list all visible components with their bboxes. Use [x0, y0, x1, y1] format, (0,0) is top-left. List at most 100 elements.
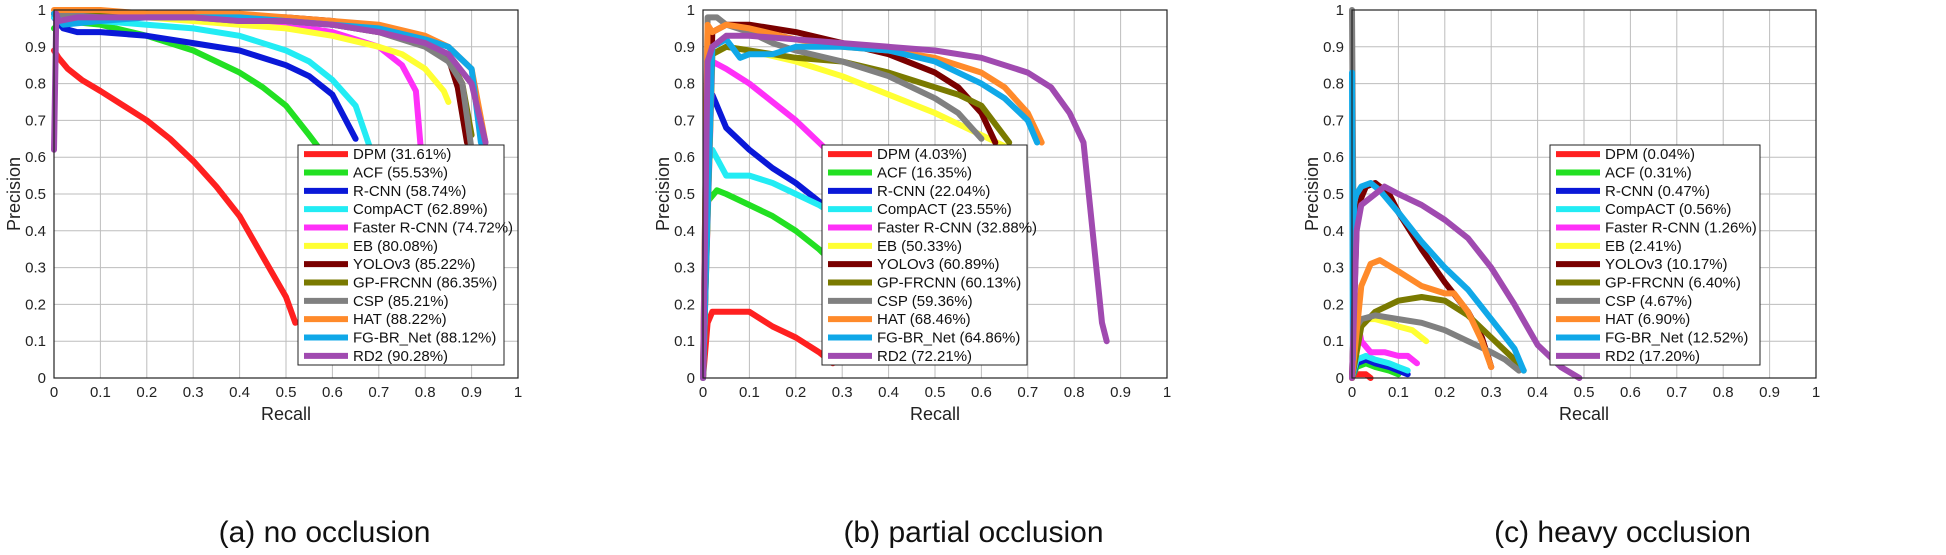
y-tick-label: 0.6: [25, 149, 46, 166]
legend-entry-label: ACF (16.35%): [877, 165, 972, 182]
x-tick-label: 0.2: [785, 384, 806, 401]
y-tick-label: 0.9: [25, 39, 46, 56]
series-line-r-cnn: [51, 14, 359, 142]
y-tick-label: 0.2: [25, 296, 46, 313]
legend-entry-label: R-CNN (22.04%): [877, 183, 990, 200]
legend-entry-label: DPM (31.61%): [353, 146, 451, 163]
legend-entry-label: ACF (0.31%): [1605, 165, 1692, 182]
y-tick-label: 0.7: [1323, 112, 1344, 129]
y-tick-label: 0.2: [674, 296, 695, 313]
legend-entry-label: EB (80.08%): [353, 238, 438, 255]
x-tick-label: 0.5: [1574, 384, 1595, 401]
panel-heavy-occlusion: 0 0.1 0.2 0.3 0.4 0.5 0.6 0.7 0.8 0.9 1 0 0.1 0.2 0.3 0…: [1298, 0, 1946, 555]
axes-frame: [1351, 9, 1817, 379]
legend-entry-label: RD2 (90.28%): [353, 348, 448, 365]
y-tick-label: 0.2: [1323, 296, 1344, 313]
x-tick-label: 0.7: [1666, 384, 1687, 401]
y-tick-label: 0: [38, 370, 46, 387]
series-line-dpm: [700, 308, 836, 381]
x-tick-label: 0.5: [925, 384, 946, 401]
x-tick-label: 0.2: [1434, 384, 1455, 401]
x-tick-label: 0.9: [1759, 384, 1780, 401]
x-axis-label: Recall: [261, 404, 311, 424]
y-tick-label: 0.8: [1323, 76, 1344, 93]
legend: DPM (4.03%) ACF (16.35%)R-CNN (22.04%)Com…: [821, 144, 1037, 366]
x-tick-label: 0: [1348, 384, 1356, 401]
y-axis-label: Precision: [4, 157, 24, 231]
legend-entry-label: CSP (59.36%): [877, 293, 973, 310]
legend-entry-label: HAT (88.22%): [353, 311, 447, 328]
legend-entry-label: CompACT (62.89%): [353, 201, 488, 218]
legend-entry-label: CompACT (0.56%): [1605, 201, 1731, 218]
y-tick-label: 0.4: [25, 223, 46, 240]
legend-box: [821, 144, 1028, 366]
x-tick-label: 0.8: [1064, 384, 1085, 401]
x-tick-label: 0.8: [1713, 384, 1734, 401]
x-tick-label: 0.2: [136, 384, 157, 401]
y-tick-label: 0.6: [674, 149, 695, 166]
axes-frame: [53, 9, 519, 379]
legend: DPM (31.61%) ACF (55.53%)R-CNN (58.74%)Co…: [297, 144, 513, 366]
axes-frame: [702, 9, 1168, 379]
x-tick-label: 0.5: [276, 384, 297, 401]
legend-entry-label: GP-FRCNN (86.35%): [353, 275, 497, 292]
legend-entry-label: EB (50.33%): [877, 238, 962, 255]
y-tick-label: 0.7: [674, 112, 695, 129]
panel-partial-occlusion: 0 0.1 0.2 0.3 0.4 0.5 0.6 0.7 0.8 0.9 1 0 0.1 0.2 0.3 0…: [649, 0, 1298, 555]
x-tick-label: 0.9: [461, 384, 482, 401]
y-tick-label: 0: [1336, 370, 1344, 387]
legend-entry-label: YOLOv3 (60.89%): [877, 256, 1000, 273]
series-group: [51, 7, 489, 326]
legend-entry-label: CompACT (23.55%): [877, 201, 1012, 218]
y-tick-label: 0.4: [674, 223, 695, 240]
series-line-rd2: [700, 32, 1110, 381]
x-tick-label: 0.7: [368, 384, 389, 401]
legend-entry-label: HAT (68.46%): [877, 311, 971, 328]
legend-entry-label: YOLOv3 (85.22%): [353, 256, 476, 273]
legend-entry-label: FG-BR_Net (12.52%): [1605, 330, 1748, 347]
x-tick-label: 0.4: [1527, 384, 1548, 401]
legend-entry-label: R-CNN (58.74%): [353, 183, 466, 200]
legend-entry-label: FG-BR_Net (88.12%): [353, 330, 496, 347]
x-tick-label: 0.7: [1017, 384, 1038, 401]
x-tick-label: 1: [1163, 384, 1171, 401]
x-tick-label: 0.9: [1110, 384, 1131, 401]
legend-entry-label: CSP (4.67%): [1605, 293, 1692, 310]
legend-entry-label: DPM (4.03%): [877, 146, 967, 163]
y-tick-label: 0.5: [674, 186, 695, 203]
series-line-hat: [1349, 257, 1495, 381]
x-tick-label: 0.6: [1620, 384, 1641, 401]
legend-entry-label: Faster R-CNN (32.88%): [877, 220, 1037, 237]
y-axis-label: Precision: [653, 157, 673, 231]
y-tick-label: 0.3: [674, 260, 695, 277]
y-tick-label: 0.9: [674, 39, 695, 56]
x-tick-label: 0: [50, 384, 58, 401]
legend: DPM (0.04%) ACF (0.31%)R-CNN (0.47%)CompA…: [1549, 144, 1761, 366]
y-tick-label: 0.7: [25, 112, 46, 129]
y-tick-label: 0.1: [1323, 333, 1344, 350]
y-tick-label: 0.1: [25, 333, 46, 350]
series-line-fg-br-net: [1349, 69, 1527, 374]
x-tick-label: 0.4: [229, 384, 250, 401]
x-tick-label: 0.4: [878, 384, 899, 401]
x-tick-label: 0.6: [971, 384, 992, 401]
x-tick-label: 0.3: [832, 384, 853, 401]
y-tick-label: 0.9: [1323, 39, 1344, 56]
x-axis-label: Recall: [910, 404, 960, 424]
y-tick-label: 0.5: [1323, 186, 1344, 203]
caption-no-occlusion: (a) no occlusion: [218, 516, 431, 549]
series-line-csp: [700, 14, 985, 381]
y-tick-label: 0.8: [674, 76, 695, 93]
y-tick-label: 0.1: [674, 333, 695, 350]
y-tick-label: 0: [687, 370, 695, 387]
legend-box: [297, 144, 505, 366]
legend-entry-label: GP-FRCNN (6.40%): [1605, 275, 1741, 292]
legend-entry-label: Faster R-CNN (1.26%): [1605, 220, 1757, 237]
legend-entry-label: ACF (55.53%): [353, 165, 448, 182]
x-tick-label: 0.1: [1388, 384, 1409, 401]
legend-entry-label: RD2 (72.21%): [877, 348, 972, 365]
y-tick-label: 0.3: [25, 260, 46, 277]
legend-entry-label: RD2 (17.20%): [1605, 348, 1700, 365]
series-line-rd2: [1349, 183, 1583, 381]
y-tick-label: 1: [38, 2, 46, 19]
